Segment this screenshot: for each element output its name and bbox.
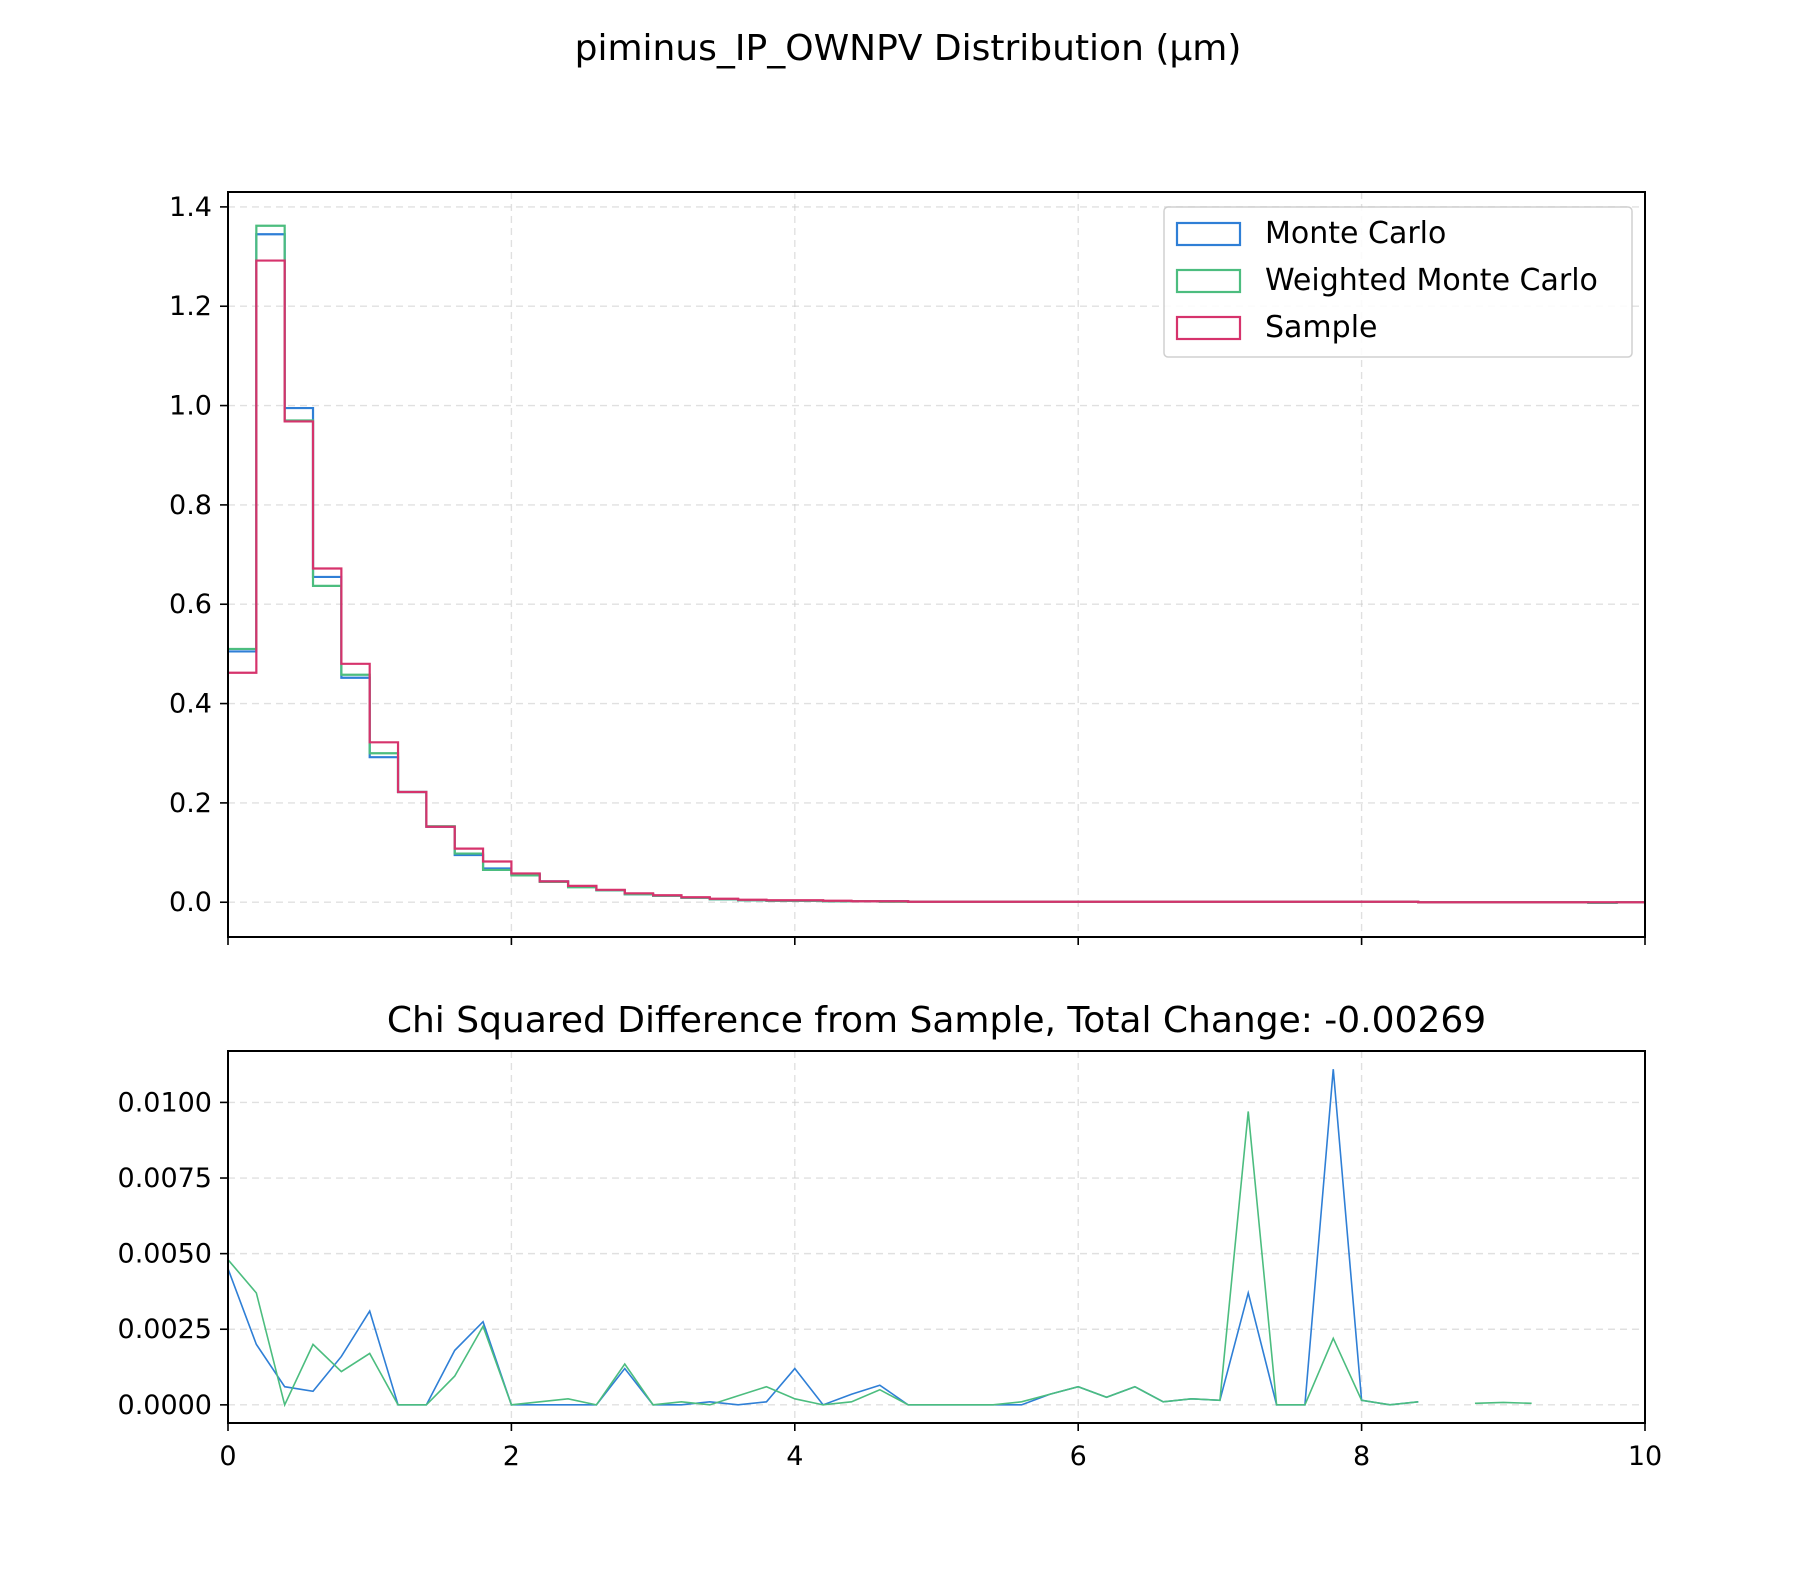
legend-swatch: [1175, 221, 1242, 247]
chi-squared-line-1: [227, 1111, 1532, 1408]
histogram-panel: 0.0 0.2 0.4 0.6 0.8 1.0 1.2 1.4 Monte Carlo Weig…: [169, 191, 1646, 945]
legend-label: Weighted Monte Carlo: [1265, 263, 1598, 298]
chi-squared-title: Chi Squared Difference from Sample, Tota…: [387, 1000, 1486, 1041]
chi-squared-y-tick-label: 0.0100: [118, 1087, 212, 1118]
chi-squared-y-tick-label: 0.0000: [118, 1390, 212, 1421]
chi-squared-y-axis: 0.0000 0.0025 0.0050 0.0075 0.0100: [118, 1087, 228, 1421]
histogram-y-tick-label: 0.2: [169, 788, 212, 819]
legend-swatch: [1175, 315, 1242, 341]
histogram-step-sample: [228, 259, 1645, 904]
histogram-y-axis: 0.0 0.2 0.4 0.6 0.8 1.0 1.2 1.4: [169, 192, 228, 918]
figure-title: piminus_IP_OWNPV Distribution (µm): [575, 28, 1242, 69]
histogram-y-tick-label: 0.4: [169, 689, 212, 720]
chi-squared-y-tick-label: 0.0075: [118, 1163, 212, 1194]
histogram-y-tick-label: 1.4: [169, 192, 212, 223]
chi-squared-x-axis: 0 2 4 6 8 10: [219, 1423, 1662, 1472]
chi-squared-grid: [227, 1051, 1646, 1423]
chi-squared-x-tick-label: 2: [503, 1441, 520, 1472]
histogram-series: [228, 224, 1645, 904]
chi-squared-x-tick-label: 6: [1070, 1441, 1087, 1472]
chi-squared-series: [227, 1069, 1532, 1408]
histogram-y-tick-label: 1.2: [169, 291, 212, 322]
chi-squared-x-tick-label: 4: [786, 1441, 803, 1472]
chi-squared-panel: Chi Squared Difference from Sample, Tota…: [118, 1000, 1663, 1472]
legend-swatch: [1175, 268, 1242, 294]
histogram-y-tick-label: 0.8: [169, 490, 212, 521]
chi-squared-x-tick-label: 8: [1353, 1441, 1370, 1472]
legend-label: Monte Carlo: [1265, 216, 1446, 251]
chi-squared-frame: [227, 1050, 1646, 1424]
histogram-frame: [227, 191, 1646, 938]
chi-squared-y-tick-label: 0.0050: [118, 1239, 212, 1270]
legend-label: Sample: [1265, 310, 1378, 345]
histogram-y-tick-label: 0.6: [169, 589, 212, 620]
chi-squared-y-tick-label: 0.0025: [118, 1314, 212, 1345]
chi-squared-line-0: [227, 1069, 1419, 1406]
chi-squared-x-tick-label: 10: [1628, 1441, 1662, 1472]
chi-squared-x-tick-label: 0: [219, 1441, 236, 1472]
histogram-y-tick-label: 1.0: [169, 391, 212, 422]
legend: Monte Carlo Weighted Monte Carlo Sample: [1163, 206, 1633, 358]
histogram-x-axis: [227, 937, 1646, 945]
histogram-y-tick-label: 0.0: [169, 887, 212, 918]
legend-box: [1163, 206, 1633, 358]
